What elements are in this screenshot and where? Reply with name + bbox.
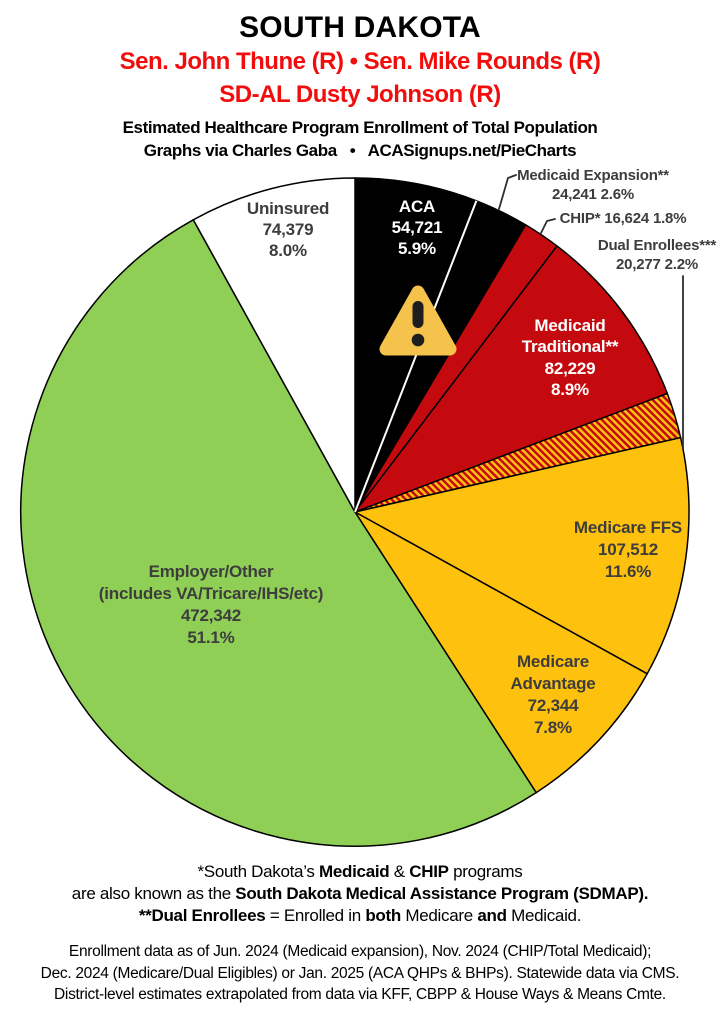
chart-subtitle: Estimated Healthcare Program Enrollment … bbox=[122, 118, 598, 137]
warning-icon bbox=[379, 285, 457, 356]
pie-slices bbox=[20, 177, 690, 847]
credit-line: Graphs via Charles Gaba • ACASignups.net… bbox=[143, 141, 577, 160]
pie-label-employer_other: Employer/Other (includes VA/Tricare/IHS/e… bbox=[98, 561, 324, 649]
pie-slice-medicaid_traditional bbox=[354, 245, 669, 513]
pie-label-line: 72,344 bbox=[527, 696, 579, 715]
pie-label-line: Medicare FFS bbox=[573, 518, 683, 537]
slice-separator-aca-expansion bbox=[354, 200, 478, 513]
pie-label-line: CHIP* 16,624 1.8% bbox=[559, 210, 687, 227]
footnote-line: District-level estimates extrapolated fr… bbox=[54, 986, 666, 1003]
pie-slice-medicare_ffs bbox=[354, 436, 690, 675]
pie-label-line: 51.1% bbox=[187, 628, 235, 647]
pie-label-line: 472,342 bbox=[180, 606, 242, 625]
pie-label-line: ACA bbox=[398, 197, 436, 216]
pie-label-line: Uninsured bbox=[246, 199, 330, 218]
leader-lines bbox=[498, 174, 684, 450]
leader-line-chip bbox=[540, 218, 556, 234]
pie-label-line: Medicaid bbox=[534, 316, 606, 335]
footnote-line: Enrollment data as of Jun. 2024 (Medicai… bbox=[68, 943, 652, 960]
pie-label-aca: ACA 54,721 5.9% bbox=[392, 196, 443, 259]
pie-label-medicaid_expansion: Medicaid Expansion** 24,241 2.6% bbox=[517, 167, 669, 204]
pie-slice-uninsured bbox=[192, 177, 356, 513]
pie-slice-medicare_advantage bbox=[354, 511, 648, 794]
header: SOUTH DAKOTA Sen. John Thune (R) • Sen. … bbox=[0, 0, 720, 162]
pie-label-line: 24,241 2.6% bbox=[551, 185, 635, 203]
pie-label-line: 54,721 bbox=[391, 218, 443, 237]
pie-label-line: Medicaid Expansion** bbox=[517, 167, 669, 184]
footnote-line: Dec. 2024 (Medicare/Dual Eligibles) or J… bbox=[40, 964, 680, 982]
pie-label-medicare_advantage: Medicare Advantage 72,344 7.8% bbox=[510, 651, 595, 739]
pie-label-line: (includes VA/Tricare/IHS/etc) bbox=[98, 584, 324, 603]
footnote-sources: Enrollment data as of Jun. 2024 (Medicai… bbox=[0, 941, 720, 1006]
footnote-line: *South Dakota’s Medicaid & CHIP programs bbox=[197, 862, 523, 881]
pie-label-line: 20,277 2.2% bbox=[615, 255, 699, 273]
page-title: SOUTH DAKOTA bbox=[239, 11, 481, 44]
pie-label-line: Traditional** bbox=[521, 337, 619, 357]
pie-label-line: Dual Enrollees*** bbox=[597, 237, 717, 254]
pie-label-line: 11.6% bbox=[604, 562, 652, 581]
pie-label-line: 82,229 bbox=[544, 358, 596, 378]
senators-line: Sen. John Thune (R) • Sen. Mike Rounds (… bbox=[119, 48, 601, 75]
pie-label-dual_enrollees: Dual Enrollees*** 20,277 2.2% bbox=[597, 237, 717, 274]
leader-line-medicaid-expansion bbox=[498, 174, 517, 210]
pie-label-uninsured: Uninsured 74,379 8.0% bbox=[247, 198, 329, 261]
pie-label-line: Employer/Other bbox=[148, 562, 274, 581]
pie-label-medicaid_traditional: Medicaid Traditional** 82,229 8.9% bbox=[522, 315, 619, 400]
pie-label-line: Advantage bbox=[510, 674, 596, 693]
pie-label-line: Medicare bbox=[516, 652, 590, 671]
footnote-programs: *South Dakota’s Medicaid & CHIP programs… bbox=[0, 861, 720, 927]
footnote-line: **Dual Enrollees = Enrolled in both Medi… bbox=[138, 906, 582, 925]
pie-label-line: 8.0% bbox=[269, 241, 307, 260]
footnote-line: are also known as the South Dakota Medic… bbox=[71, 884, 649, 903]
pie-slice-employer_other bbox=[20, 219, 537, 847]
pie-label-line: 74,379 bbox=[262, 220, 314, 239]
pie-label-medicare_ffs: Medicare FFS 107,512 11.6% bbox=[574, 517, 682, 583]
pie-label-line: 107,512 bbox=[597, 540, 659, 559]
slice-separators bbox=[354, 200, 478, 513]
pie-label-line: 7.8% bbox=[534, 718, 572, 737]
pie-label-chip: CHIP* 16,624 1.8% bbox=[560, 210, 687, 229]
representative-line: SD-AL Dusty Johnson (R) bbox=[219, 81, 501, 108]
pie-label-line: 5.9% bbox=[398, 239, 436, 258]
pie-label-line: 8.9% bbox=[551, 379, 589, 399]
